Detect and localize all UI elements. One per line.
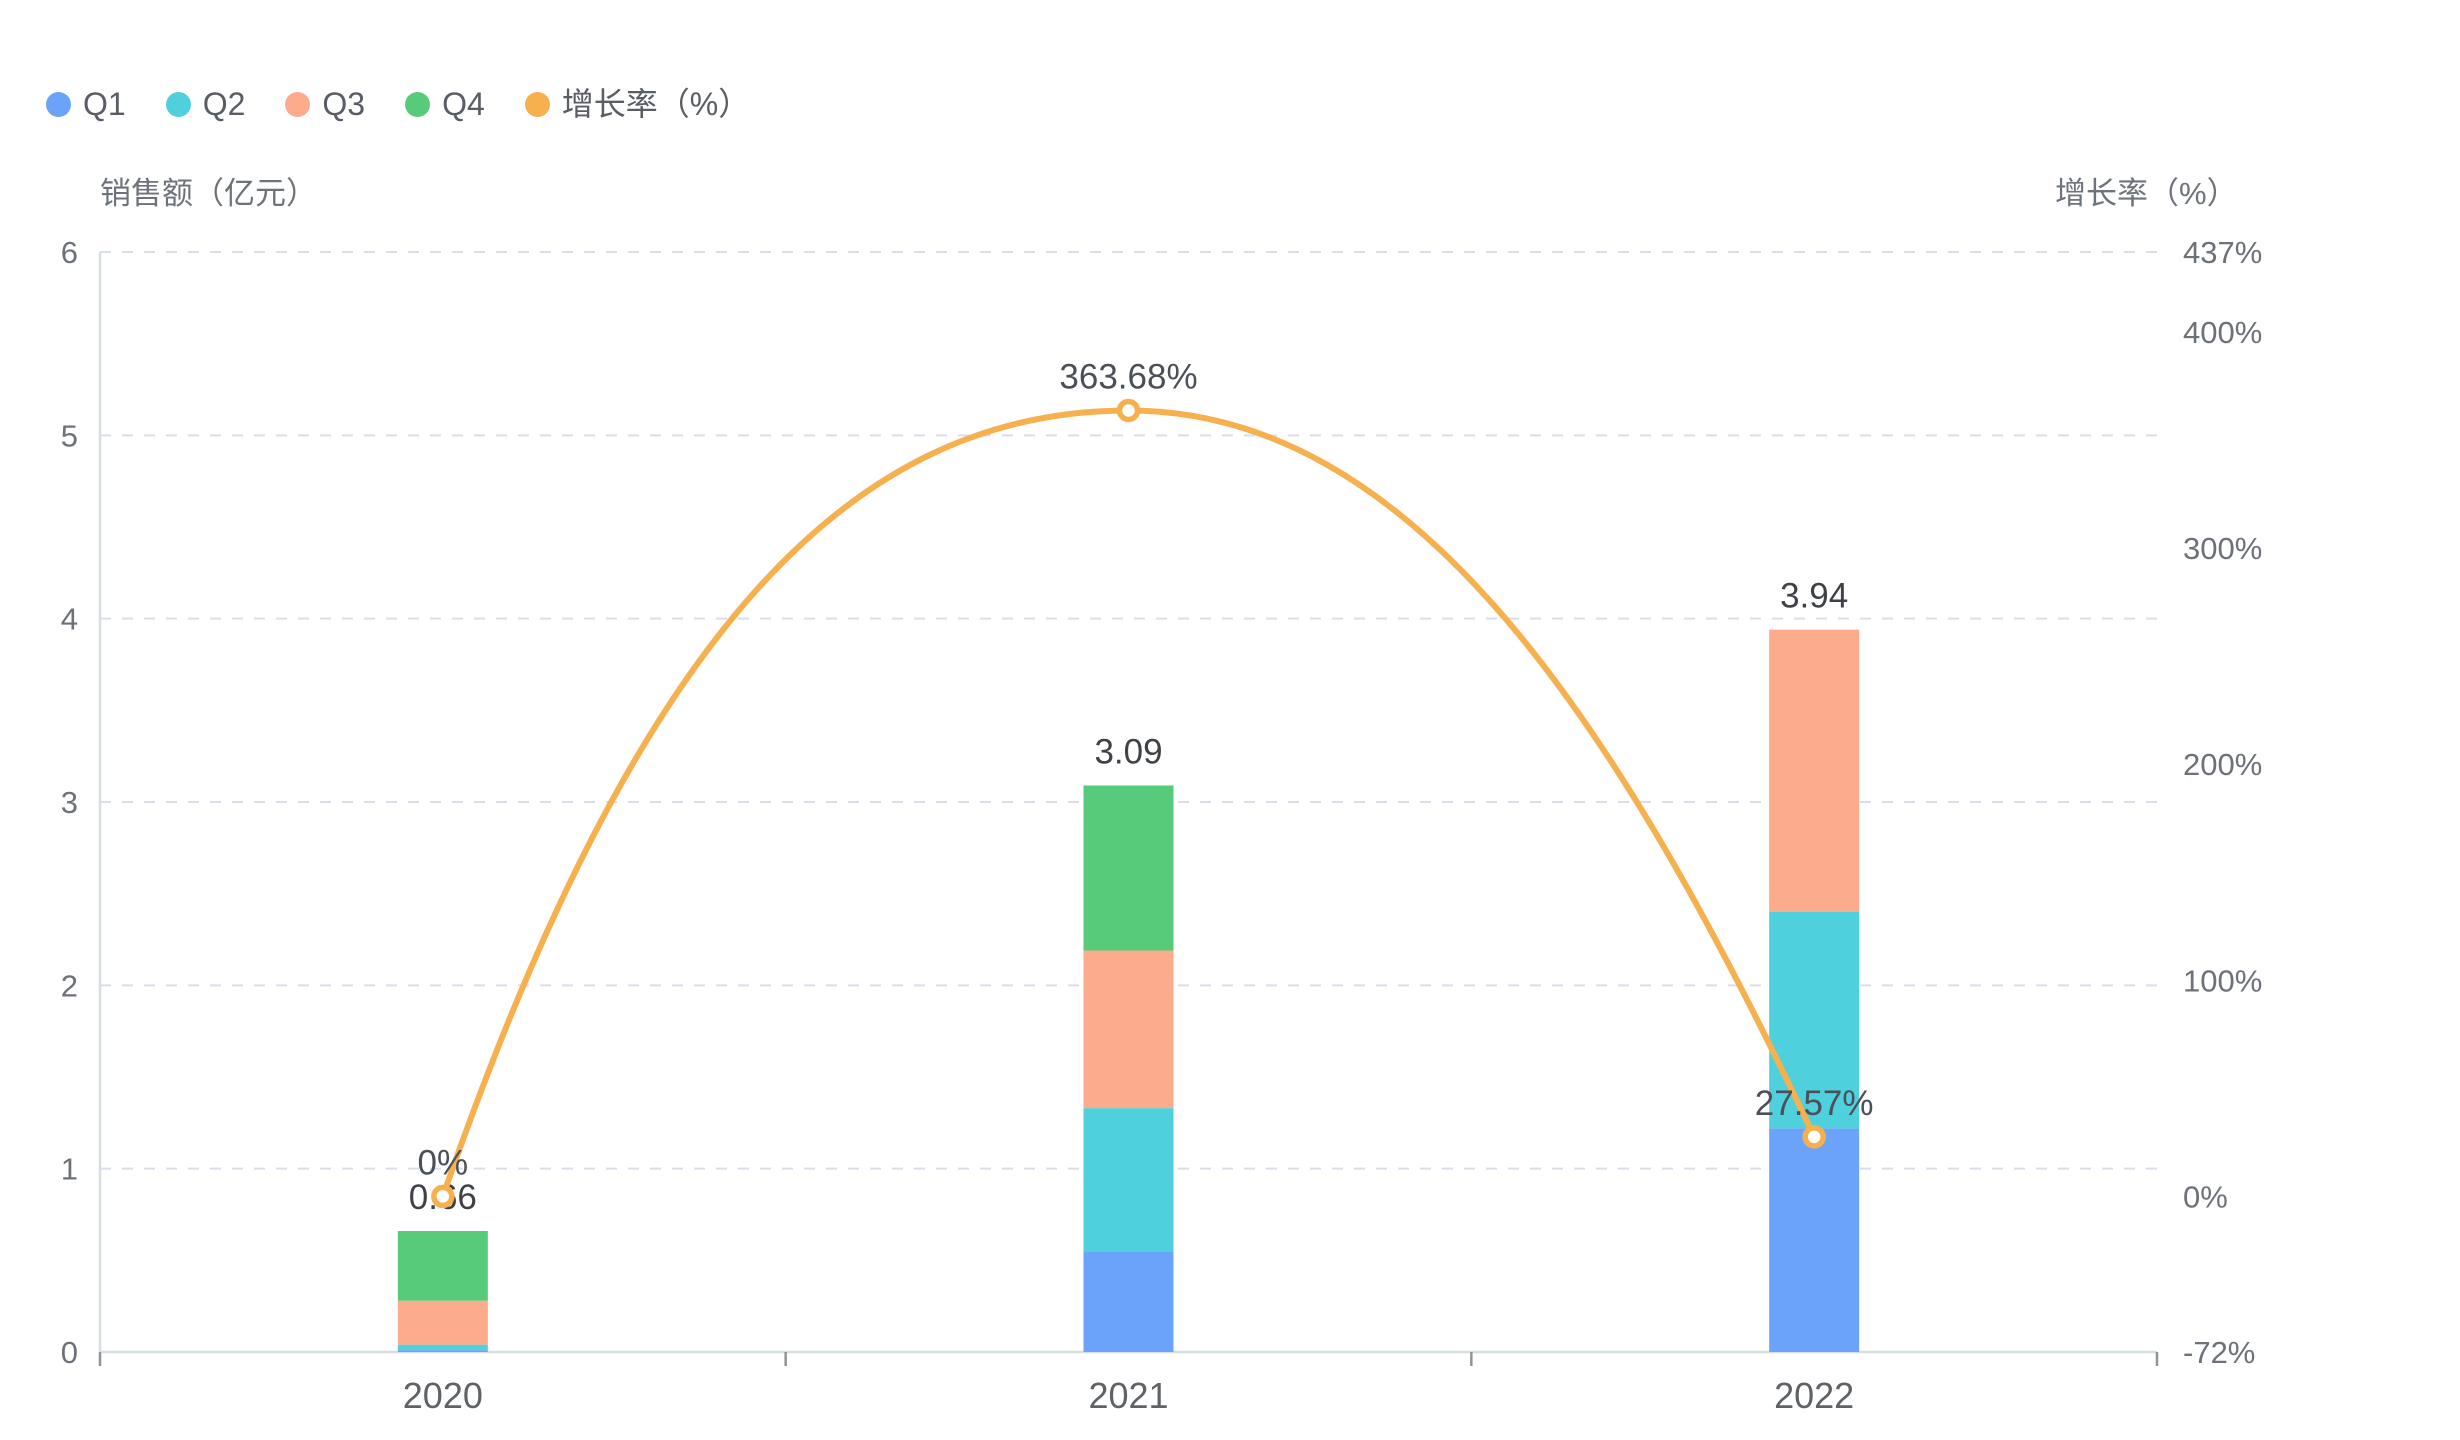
bar-segment-q4-2021[interactable] — [1083, 785, 1174, 951]
bar-segment-q2-2020[interactable] — [397, 1344, 488, 1351]
legend-item-label: Q2 — [202, 86, 246, 122]
bar-total-label: 3.09 — [1094, 733, 1162, 772]
legend-item-label: Q3 — [322, 86, 366, 122]
legend-item-q1[interactable]: Q1 — [46, 84, 126, 124]
right-tick-label: -72% — [2183, 1335, 2255, 1370]
y-tick-label: 6 — [61, 235, 78, 270]
legend: Q1 Q2 Q3 Q4 增长率（%） — [46, 84, 750, 124]
growth-point-label: 27.57% — [1755, 1084, 1874, 1123]
right-tick-label: 300% — [2183, 531, 2262, 566]
growth-point[interactable] — [1802, 1125, 1826, 1149]
bar-total-label: 3.94 — [1780, 577, 1848, 616]
bar-segment-q1-2022[interactable] — [1769, 1128, 1860, 1352]
x-tick-label: 2020 — [403, 1375, 483, 1416]
legend-dot-icon — [285, 91, 311, 117]
bar-segment-q1-2020[interactable] — [397, 1350, 488, 1352]
bar-segment-q3-2022[interactable] — [1769, 629, 1860, 912]
growth-point-label: 0% — [418, 1143, 469, 1182]
right-axis-title: 增长率（%） — [2055, 176, 2238, 211]
left-axis-title: 销售额（亿元） — [100, 176, 317, 211]
right-tick-label: 100% — [2183, 963, 2262, 998]
x-tick-label: 2021 — [1088, 1375, 1168, 1416]
legend-item-growth-rate[interactable]: 增长率（%） — [524, 84, 751, 124]
right-tick-label: 400% — [2183, 315, 2262, 350]
legend-item-label: 增长率（%） — [561, 86, 751, 122]
growth-point-label: 363.68% — [1059, 357, 1197, 396]
y-tick-label: 5 — [61, 418, 78, 453]
legend-dot-icon — [165, 91, 191, 117]
bar-segment-q1-2021[interactable] — [1083, 1251, 1174, 1352]
right-tick-label: 200% — [2183, 747, 2262, 782]
y-tick-label: 3 — [61, 785, 78, 820]
x-tick-label: 2022 — [1774, 1375, 1854, 1416]
y-tick-label: 4 — [61, 602, 78, 637]
legend-dot-icon — [46, 91, 71, 117]
y-tick-label: 0 — [61, 1335, 78, 1370]
legend-dot-icon — [405, 91, 431, 117]
bar-segment-q3-2020[interactable] — [397, 1300, 488, 1345]
legend-item-label: Q4 — [442, 86, 485, 122]
legend-item-q4[interactable]: Q4 — [405, 84, 485, 124]
legend-dot-icon — [524, 91, 550, 117]
bar-segment-q3-2021[interactable] — [1083, 950, 1174, 1109]
right-tick-label: 437% — [2183, 235, 2262, 270]
y-tick-label: 2 — [61, 968, 78, 1003]
legend-item-q2[interactable]: Q2 — [165, 84, 246, 124]
growth-point[interactable] — [431, 1184, 455, 1209]
legend-item-q3[interactable]: Q3 — [285, 84, 365, 124]
legend-item-label: Q1 — [83, 86, 126, 122]
bar-segment-q2-2022[interactable] — [1769, 912, 1860, 1129]
y-tick-label: 1 — [61, 1152, 78, 1187]
bar-segment-q4-2020[interactable] — [397, 1231, 488, 1301]
bar-segment-q2-2021[interactable] — [1083, 1108, 1174, 1252]
right-tick-label: 0% — [2183, 1179, 2228, 1214]
growth-point[interactable] — [1116, 398, 1141, 423]
